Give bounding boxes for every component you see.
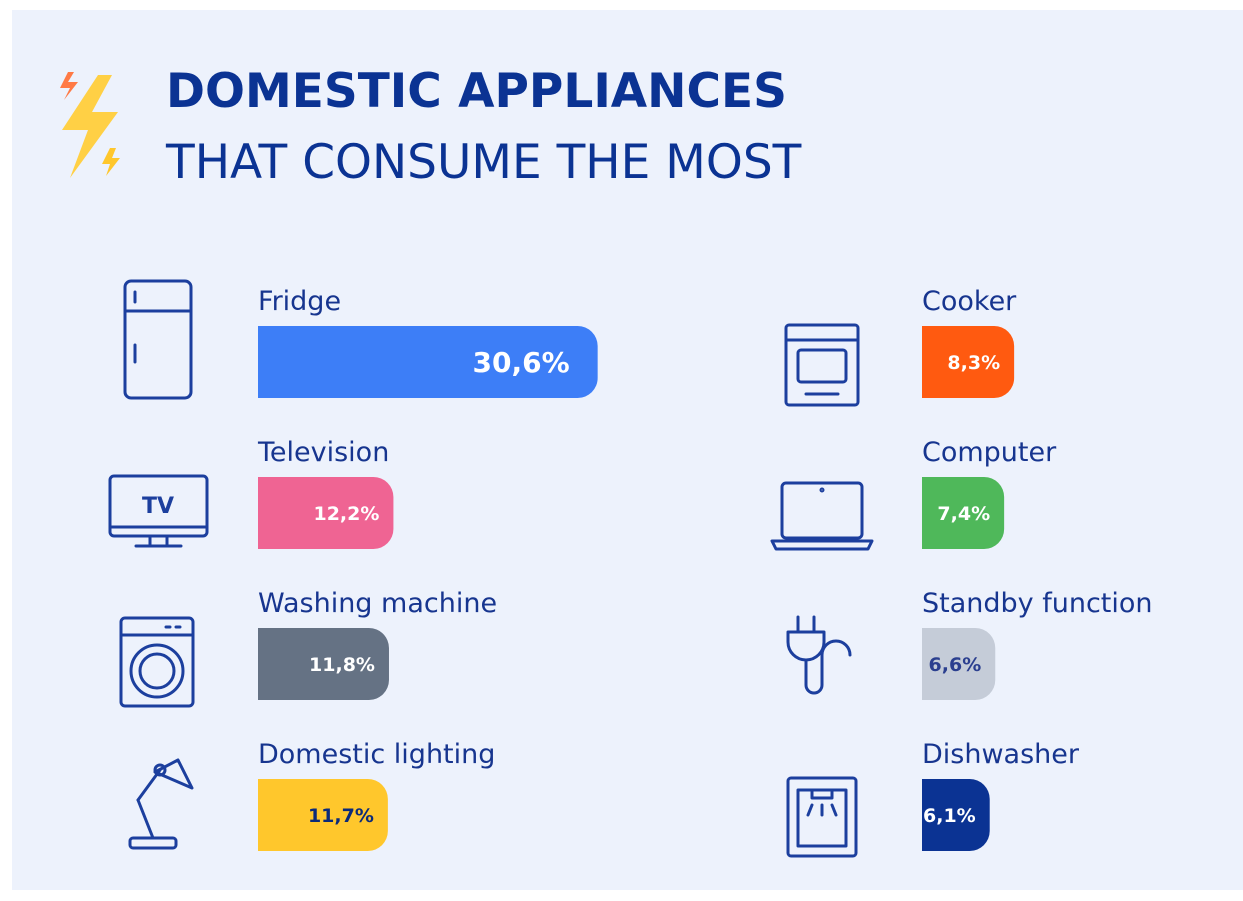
bar [922,326,1015,398]
bolt-icon [60,72,120,178]
tv-icon-label: TV [142,494,174,519]
category-label: Cooker [922,286,1017,317]
bar [258,779,388,851]
dishwasher-icon [786,776,858,858]
bar [922,477,1005,549]
value-label: 30,6% [473,346,570,379]
value-label: 11,8% [309,654,375,676]
laptop-icon [770,481,874,551]
fridge-icon [123,279,193,400]
category-label: Computer [922,437,1057,468]
category-label: Standby function [922,588,1153,619]
category-label: Washing machine [258,588,497,619]
lamp-icon [128,758,194,850]
value-label: 6,1% [923,805,976,827]
value-label: 11,7% [308,805,374,827]
cooker-icon [784,323,860,407]
subtitle: THAT CONSUME THE MOST [165,135,802,190]
bar [922,779,990,851]
category-label: Television [257,437,389,468]
title: DOMESTIC APPLIANCES [166,64,787,119]
value-label: 12,2% [313,503,379,525]
bar [922,628,996,700]
tv-icon [108,474,209,548]
panel [12,10,1243,890]
value-label: 7,4% [937,503,990,525]
bar [258,477,394,549]
plug-icon [786,615,852,695]
bar [258,326,598,398]
bar [258,628,389,700]
washer-icon [119,616,195,708]
category-label: Dishwasher [922,739,1080,770]
category-label: Fridge [258,286,341,317]
category-label: Domestic lighting [258,739,495,770]
value-label: 8,3% [947,352,1000,374]
value-label: 6,6% [929,654,982,676]
